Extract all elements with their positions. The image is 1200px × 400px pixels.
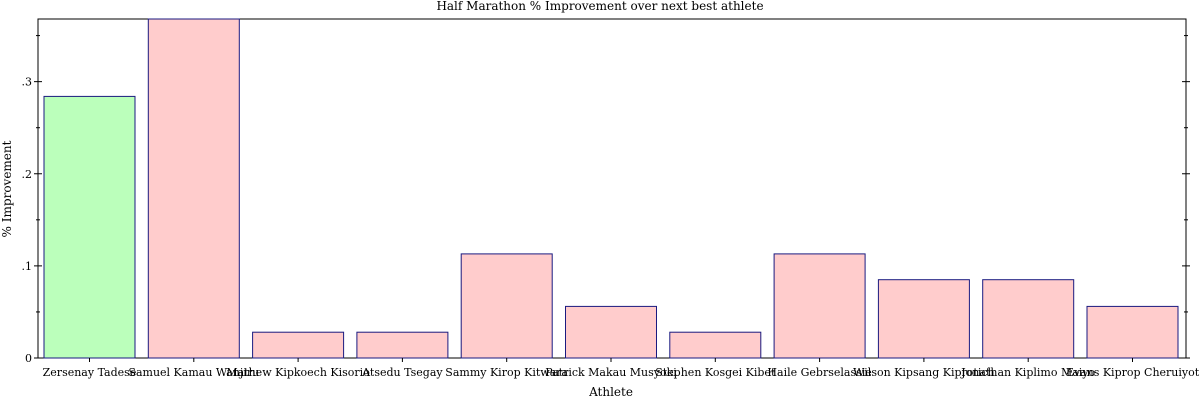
- bar-0: [43, 95, 136, 359]
- y-tick-label-3: .3: [22, 76, 33, 89]
- bar-3: [356, 331, 449, 359]
- y-axis-label: % Improvement: [0, 140, 14, 237]
- x-tick-label-2: Mathew Kipkoech Kisorio: [226, 366, 370, 379]
- x-tick-label-10: Evans Kiprop Cheruiyot: [1066, 366, 1200, 379]
- x-tick-label-9: Jonathan Kiplimo Maiyo: [960, 366, 1095, 379]
- bar-5: [565, 305, 657, 359]
- x-tick-label-4: Sammy Kirop Kitwara: [445, 366, 568, 379]
- y-tick-label-1: .1: [22, 260, 33, 273]
- x-tick-label-8: Wilson Kipsang Kiprotich: [853, 366, 994, 379]
- bar-1: [147, 18, 240, 359]
- x-tick-label-7: Haile Gebrselassie: [767, 366, 871, 379]
- y-axis: 0 .1 .2 .3: [22, 35, 1190, 365]
- bar-2: [252, 331, 345, 359]
- bar-9: [982, 279, 1075, 359]
- x-tick-label-3: Atsedu Tsegay: [361, 366, 443, 379]
- bar-4: [460, 253, 553, 359]
- chart-title: Half Marathon % Improvement over next be…: [436, 0, 763, 13]
- y-tick-label-2: .2: [22, 168, 33, 181]
- x-tick-label-0: Zersenay Tadese: [43, 366, 137, 379]
- bars-layer: [43, 18, 1179, 359]
- y-tick-label-0: 0: [25, 352, 32, 365]
- bar-10: [1086, 305, 1179, 359]
- x-tick-label-1: Samuel Kamau Wanjiru: [128, 366, 259, 379]
- bar-6: [669, 331, 762, 359]
- bar-8: [877, 279, 970, 359]
- x-axis-label: Athlete: [588, 385, 633, 399]
- bar-7: [773, 253, 866, 359]
- x-tick-label-6: Stephen Kosgei Kibet: [655, 366, 776, 379]
- x-tick-label-5: Patrick Makau Musyoki: [545, 366, 677, 379]
